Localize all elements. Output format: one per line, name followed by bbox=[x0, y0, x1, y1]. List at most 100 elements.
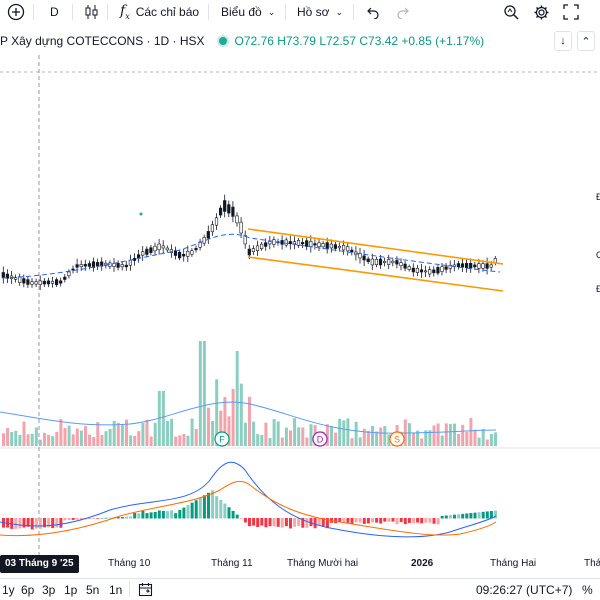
macd-histogram-bar bbox=[248, 518, 251, 527]
volume-bar bbox=[79, 430, 83, 446]
scroll-down-button[interactable]: ↓ bbox=[554, 31, 572, 51]
percent-scale-button[interactable]: % bbox=[582, 583, 593, 597]
macd-histogram-bar bbox=[440, 515, 444, 519]
macd-histogram-bar bbox=[293, 518, 297, 527]
candle-body bbox=[63, 276, 67, 280]
range-6m-button[interactable]: 6p bbox=[21, 583, 35, 597]
volume-bar bbox=[202, 341, 206, 446]
candle-body bbox=[141, 251, 145, 256]
macd-histogram-bar bbox=[38, 518, 42, 529]
volume-bar bbox=[473, 429, 477, 446]
macd-histogram-bar bbox=[125, 516, 128, 519]
candle-body bbox=[288, 241, 292, 245]
symbol-title[interactable]: P Xây dựng COTECCONS · 1D · HSX bbox=[0, 34, 205, 48]
macd-histogram-bar bbox=[473, 512, 477, 519]
macd-histogram-bar bbox=[34, 518, 38, 529]
candle-body bbox=[341, 245, 346, 251]
candle-body bbox=[124, 264, 128, 268]
macd-histogram-bar bbox=[371, 518, 374, 523]
macd-histogram-bar bbox=[317, 518, 321, 526]
candle-body bbox=[346, 246, 350, 252]
candle-body bbox=[411, 267, 415, 273]
candle-body bbox=[469, 263, 473, 269]
collapse-legend-button[interactable]: ⌃ bbox=[577, 31, 595, 51]
volume-bar bbox=[67, 425, 71, 446]
volume-bar bbox=[6, 428, 10, 446]
volume-bar bbox=[297, 427, 301, 446]
macd-histogram-bar bbox=[453, 514, 456, 519]
candle-body bbox=[190, 250, 194, 255]
redo-button[interactable] bbox=[396, 0, 410, 24]
volume-bar bbox=[481, 428, 485, 446]
macd-histogram-bar bbox=[18, 518, 22, 529]
candle-body bbox=[407, 266, 411, 270]
range-5d-button[interactable]: 5n bbox=[86, 583, 100, 597]
candle-body bbox=[149, 247, 153, 253]
candle-body bbox=[444, 266, 448, 270]
volume-bar bbox=[71, 434, 75, 446]
candle-body bbox=[87, 263, 91, 267]
current-time[interactable]: 09:26:27 (UTC+7) bbox=[476, 583, 573, 597]
event-marker-label: F bbox=[219, 435, 225, 445]
undo-button[interactable] bbox=[366, 0, 380, 24]
volume-bar bbox=[485, 439, 489, 446]
macd-histogram-bar bbox=[469, 513, 473, 519]
macd-histogram-bar bbox=[166, 511, 169, 519]
candle-body bbox=[30, 281, 34, 285]
candle-body bbox=[165, 247, 169, 251]
volume-bar bbox=[215, 379, 219, 446]
candle-body bbox=[227, 204, 231, 214]
candle-body bbox=[186, 251, 190, 257]
volume-bar bbox=[366, 430, 370, 446]
macd-histogram-bar bbox=[297, 518, 301, 526]
volume-bar bbox=[289, 430, 292, 446]
volume-bar bbox=[223, 396, 227, 446]
candle-body bbox=[280, 240, 284, 245]
time-axis-label: 2026 bbox=[411, 558, 434, 569]
candle-body bbox=[157, 243, 161, 251]
macd-histogram-bar bbox=[100, 517, 104, 519]
candle-body bbox=[235, 215, 239, 224]
candle-body bbox=[34, 281, 38, 285]
macd-histogram-bar bbox=[26, 518, 30, 527]
range-1y-button[interactable]: 1y bbox=[2, 583, 15, 597]
channel-lower-line bbox=[247, 256, 504, 292]
volume-bar bbox=[407, 423, 411, 446]
candle-body bbox=[292, 241, 297, 245]
macd-histogram-bar bbox=[379, 518, 383, 524]
range-1d-button[interactable]: 1n bbox=[109, 583, 123, 597]
candle-body bbox=[399, 262, 403, 267]
plus-circle-icon bbox=[7, 3, 25, 21]
interval-button[interactable]: D bbox=[50, 5, 59, 19]
chart-type-button[interactable] bbox=[84, 0, 100, 24]
profile-button[interactable]: Hồ sơ ⌄ bbox=[297, 5, 344, 19]
volume-bar bbox=[22, 421, 26, 446]
chart-menu-button[interactable]: Biểu đồ ⌄ bbox=[221, 5, 276, 19]
volume-bar bbox=[47, 434, 51, 446]
legend-close: C73.42 bbox=[359, 34, 399, 48]
indicators-button[interactable]: fx Các chỉ báo bbox=[120, 3, 200, 21]
volume-bar bbox=[243, 422, 247, 446]
candle-body bbox=[473, 264, 477, 268]
macd-histogram-bar bbox=[6, 518, 10, 528]
legend-open: O72.76 bbox=[234, 34, 274, 48]
fullscreen-button[interactable] bbox=[563, 0, 579, 24]
candle-body bbox=[54, 279, 59, 286]
candle-body bbox=[387, 259, 391, 265]
add-symbol-button[interactable] bbox=[7, 0, 25, 24]
macd-histogram-bar bbox=[284, 518, 288, 527]
crosshair-date-label: 03 Tháng 9 '25 bbox=[0, 555, 79, 573]
settings-button[interactable] bbox=[533, 0, 550, 24]
range-1m-button[interactable]: 1p bbox=[64, 583, 78, 597]
volume-bar bbox=[293, 418, 297, 446]
volume-bar bbox=[153, 422, 157, 446]
quick-search-button[interactable] bbox=[503, 0, 519, 24]
arrow-down-icon: ↓ bbox=[560, 35, 566, 47]
candle-body bbox=[284, 239, 288, 246]
range-3m-button[interactable]: 3p bbox=[42, 583, 56, 597]
candle-body bbox=[485, 263, 489, 269]
time-axis[interactable]: Tháng 10 Tháng 11 Tháng Mười hai 2026 Th… bbox=[0, 553, 600, 575]
volume-bar bbox=[207, 407, 210, 446]
go-to-date-button[interactable] bbox=[138, 582, 153, 600]
